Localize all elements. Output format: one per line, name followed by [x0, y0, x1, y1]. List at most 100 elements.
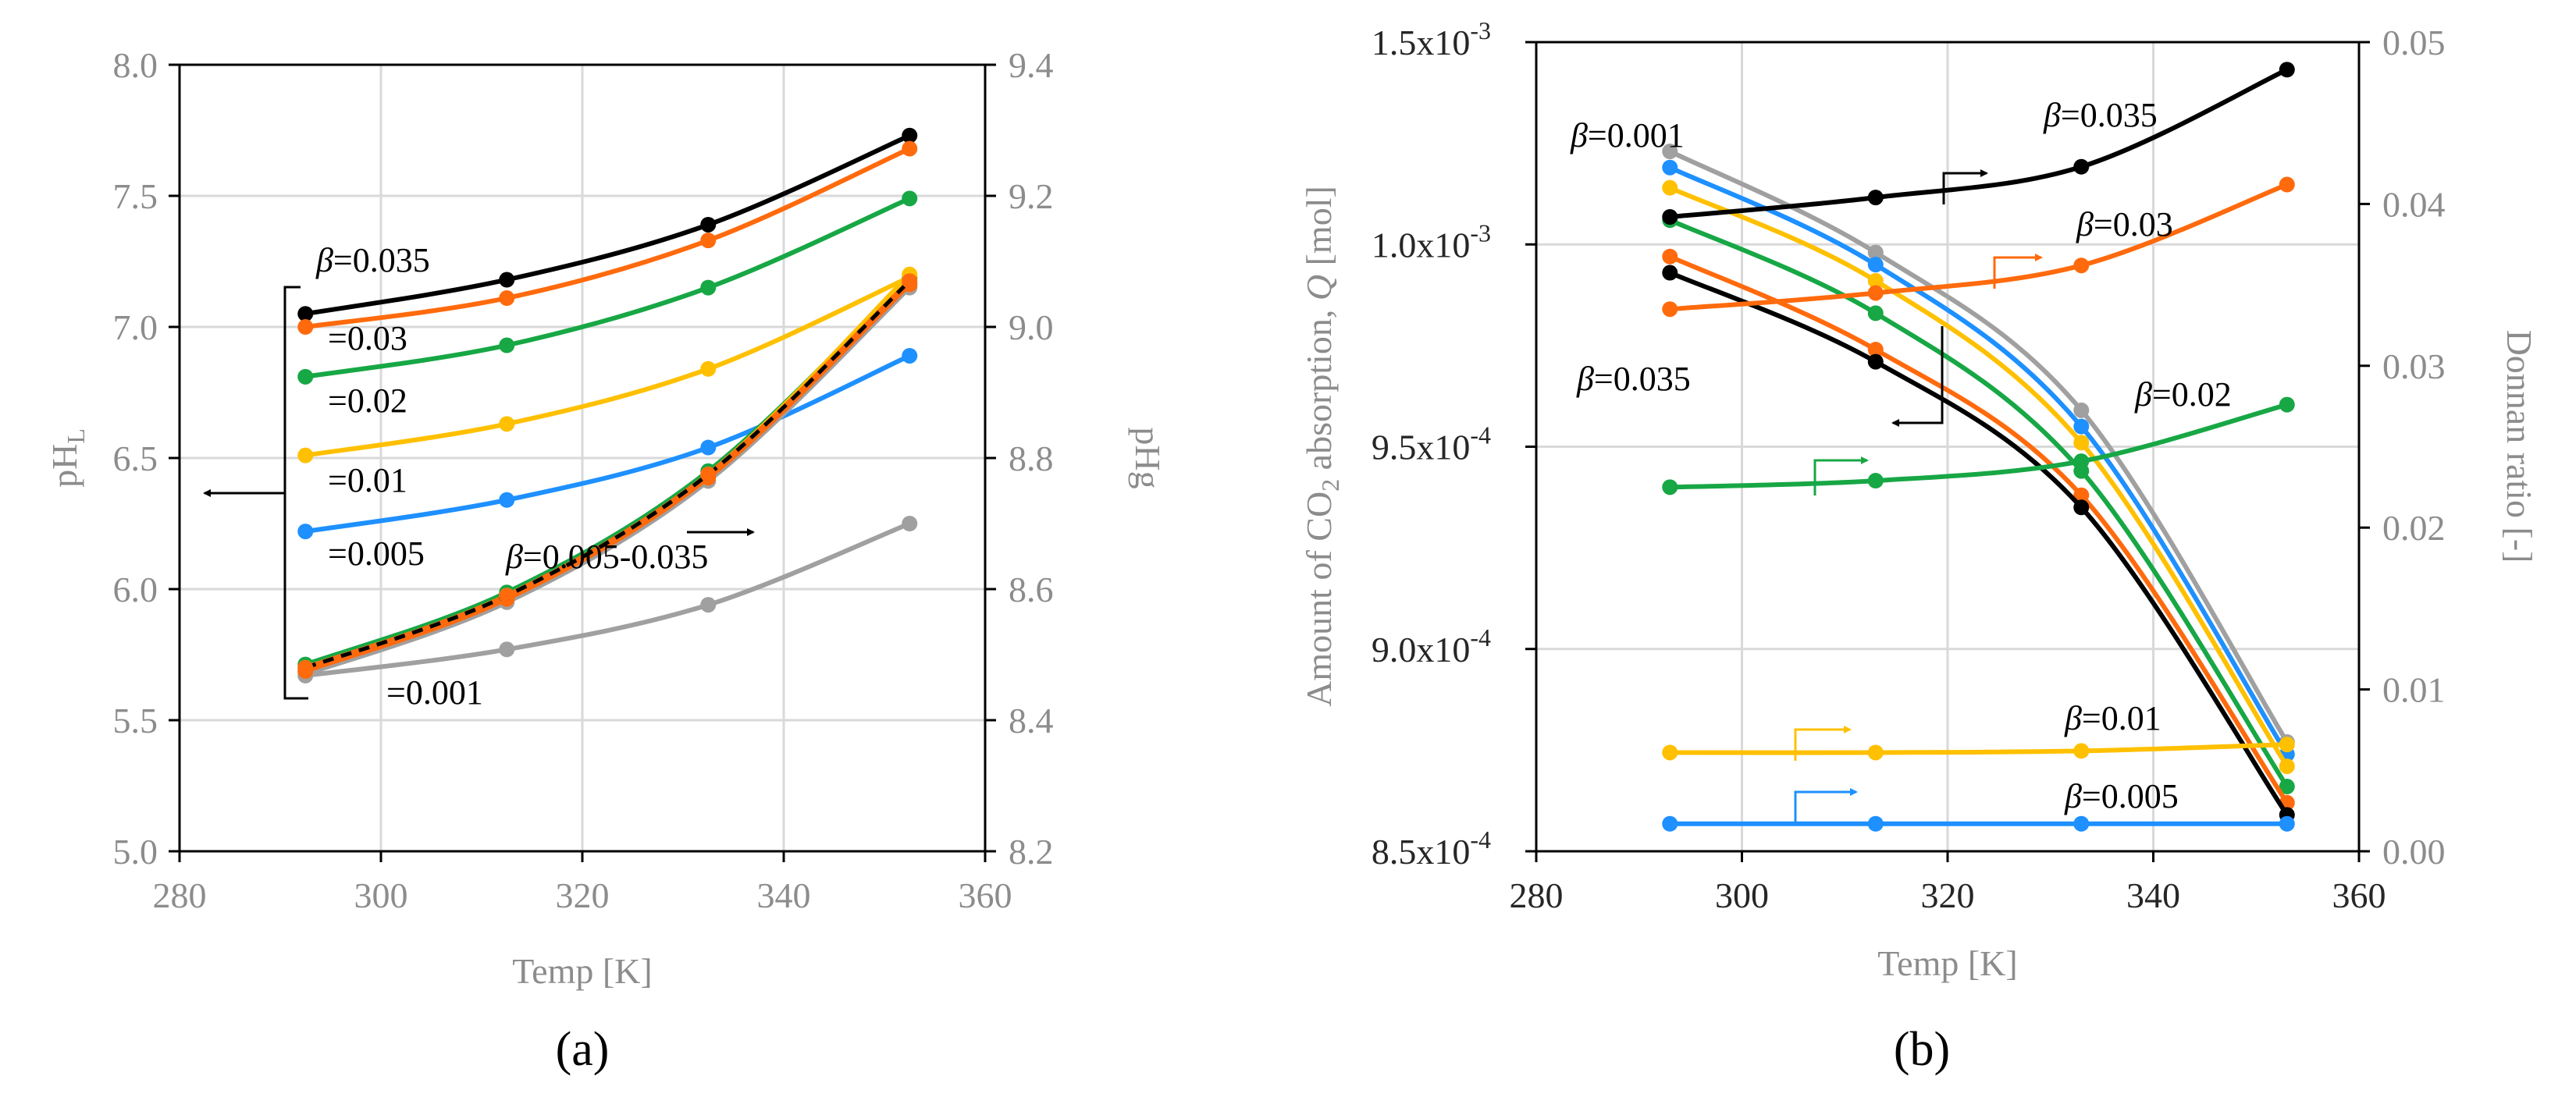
- series--0-01-line: [304, 275, 911, 458]
- series--0-005-point: [902, 347, 918, 364]
- y2-tick-label: 0.01: [2382, 670, 2446, 710]
- series--0-005-line: [304, 353, 911, 534]
- series-donnan-0-03-point: [2279, 176, 2295, 193]
- series-donnan-0-005-point: [1662, 815, 1678, 832]
- series-donnan-0-02-point: [2073, 453, 2090, 470]
- series--0-005-point: [499, 492, 515, 508]
- x-tick-label: 280: [153, 875, 207, 915]
- x-tick-label: 320: [556, 875, 610, 915]
- panel-a-annotation-003: =0.03: [328, 319, 407, 357]
- series-donnan-0-035-point: [1867, 190, 1884, 206]
- panel-b-arrow-0005: [1794, 788, 1858, 823]
- y2-tick-label: 0.05: [2382, 23, 2446, 62]
- panel-a-y-axis-title: pHL: [44, 428, 90, 488]
- series-phg-0-035-point: [499, 588, 515, 604]
- series-q-0-035-point: [2073, 499, 2090, 516]
- series-q-0-035-point: [1867, 353, 1884, 370]
- series-q-0-01-point: [2279, 758, 2295, 775]
- y-tick-label: 8.5x10-4: [1372, 826, 1491, 872]
- series--0-01-point: [700, 360, 717, 377]
- series-q-0-02-point: [1867, 305, 1884, 321]
- panel-b-arrow-0035: [1942, 169, 1988, 204]
- panel-b-series: [1662, 62, 2295, 832]
- series-donnan-0-02-point: [2279, 396, 2295, 413]
- y2-tick-label: 0.04: [2382, 184, 2446, 224]
- y2-tick-label: 9.2: [1009, 176, 1054, 216]
- series-q-0-03-point: [2073, 487, 2090, 503]
- y2-tick-label: 0.00: [2382, 832, 2446, 872]
- panel-a-label: (a): [556, 1023, 610, 1076]
- panel-b-label: (b): [1894, 1023, 1950, 1076]
- series-q-0-001-line: [1668, 149, 2290, 744]
- series--0-02-point: [297, 368, 314, 385]
- x-tick-label: 360: [959, 875, 1012, 915]
- series-donnan-0-035-point: [2073, 158, 2090, 175]
- panel-b: 280 300 320 340 360 8.5x10-4 9.0x10-4 9.5x10-4 1…: [1299, 16, 2539, 1076]
- x-tick-label: 360: [2332, 875, 2386, 915]
- y2-tick-label: 0.02: [2382, 508, 2446, 548]
- series--0-03-point: [902, 140, 918, 157]
- series-donnan-0-01-point: [2073, 743, 2090, 759]
- series-phg-0-035-point: [902, 273, 918, 289]
- series-q-0-01-line: [1669, 185, 2290, 768]
- y-tick-label: 6.0: [113, 570, 158, 609]
- y-tick-label: 1.5x10-3: [1372, 16, 1491, 62]
- panel-b-annotation-beta-0035-right: β=0.035: [2043, 96, 2158, 134]
- y2-tick-label: 8.6: [1009, 570, 1054, 609]
- y-tick-label: 5.5: [113, 701, 158, 740]
- panel-a-annotation-0001: =0.001: [386, 673, 483, 712]
- series-q-0-03-line: [1669, 254, 2290, 804]
- series-phg-0-001-line: [304, 286, 912, 677]
- y-tick-label: 7.0: [113, 307, 158, 347]
- series-donnan-0-035-point: [1662, 208, 1678, 225]
- series-q-0-001-point: [2073, 402, 2090, 418]
- panel-b-grid: [1536, 42, 2359, 851]
- series--0-03-point: [499, 290, 515, 307]
- panel-b-annotation-beta-003: β=0.03: [2076, 205, 2173, 243]
- panel-b-ticks: 280 300 320 340 360 8.5x10-4 9.0x10-4 9.5x10-4 1…: [1372, 16, 2446, 915]
- y2-tick-label: 8.8: [1009, 439, 1054, 478]
- series--0-035-point: [499, 272, 515, 288]
- series-donnan-0-03-point: [2073, 257, 2090, 274]
- series--0-035-point: [700, 216, 717, 233]
- series-donnan-0-03-point: [1662, 301, 1678, 318]
- series--0-03-line: [304, 146, 911, 329]
- series-q-0-005-line: [1669, 165, 2290, 756]
- series-phg-0-03-line: [304, 282, 912, 673]
- series-q-0-01-point: [1662, 179, 1678, 196]
- panel-b-arrow-001: [1794, 726, 1852, 761]
- series--0-02-point: [902, 190, 918, 207]
- y-tick-label: 8.0: [113, 45, 158, 85]
- panel-b-annotation-beta-0035-left: β=0.035: [1576, 360, 1691, 398]
- series--0-02-point: [700, 279, 717, 296]
- series-donnan-0-01-point: [1662, 744, 1678, 761]
- y-tick-label: 6.5: [113, 439, 158, 478]
- series-donnan-0-005-point: [1867, 815, 1884, 832]
- series--0-001-line: [304, 521, 911, 678]
- x-tick-label: 320: [1921, 875, 1975, 915]
- series-donnan-0-01-point: [1867, 744, 1884, 761]
- series-q-0-01-point: [1867, 272, 1884, 289]
- x-tick-label: 280: [1510, 875, 1564, 915]
- panel-a-x-axis-title: Temp [K]: [512, 951, 652, 991]
- panel-b-annotation-beta-002: β=0.02: [2134, 375, 2232, 414]
- series--0-03-point: [700, 233, 717, 249]
- series-q-0-001-point: [1662, 143, 1678, 159]
- series-q-0-001-point: [1867, 244, 1884, 261]
- series--0-035-point: [902, 127, 918, 144]
- series--0-02-point: [499, 337, 515, 353]
- series-donnan-0-02-point: [1662, 479, 1678, 495]
- panel-b-x-axis-title: Temp [K]: [1877, 943, 2017, 983]
- series-donnan-0-035-point: [2279, 62, 2295, 78]
- series-q-0-01-point: [2073, 435, 2090, 451]
- panel-b-annotation-beta-001: β=0.01: [2064, 699, 2161, 737]
- y2-tick-label: 9.4: [1009, 45, 1054, 85]
- series--0-01-point: [499, 416, 515, 432]
- panel-a-annotation-002: =0.02: [328, 382, 407, 420]
- series-donnan-0-01-point: [2279, 737, 2295, 753]
- series-q-0-005-point: [1662, 159, 1678, 176]
- y-tick-label: 5.0: [113, 832, 158, 872]
- series-phg-0-035-line: [304, 279, 912, 670]
- panel-a-y2-axis-title: pHg: [1128, 427, 1168, 488]
